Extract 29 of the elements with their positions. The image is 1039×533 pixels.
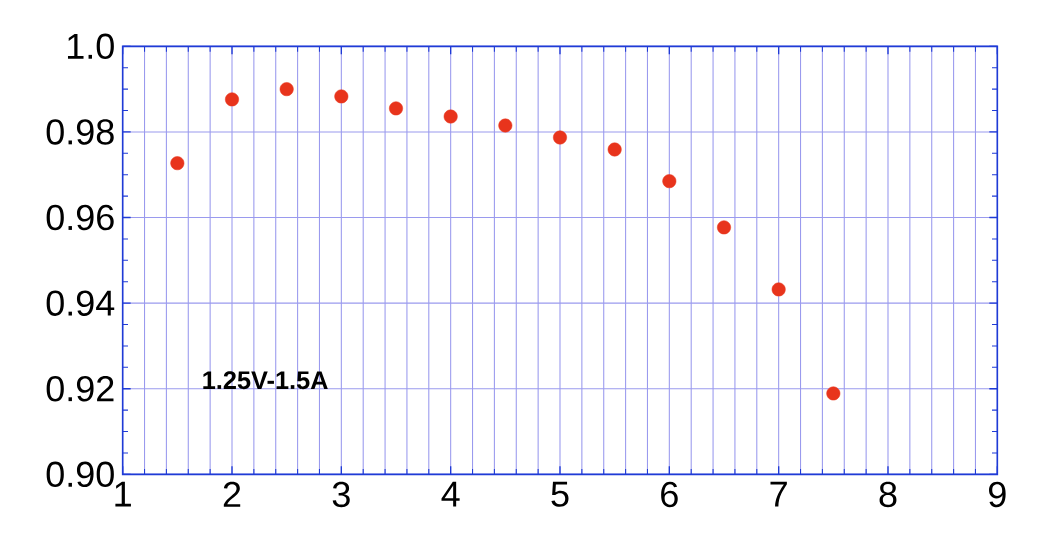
point: [498, 118, 513, 133]
x-tick-label: 4: [441, 481, 460, 507]
x-tick-label: 3: [332, 481, 350, 508]
x-tick-label: 8: [879, 481, 897, 508]
y-tick-label: 0.90: [46, 461, 114, 488]
point: [717, 220, 731, 235]
x-tick-label: 7: [770, 481, 787, 507]
point: [553, 130, 567, 145]
point: [771, 282, 786, 297]
point: [334, 89, 349, 104]
x-tick-label: 6: [661, 481, 678, 508]
y-tick-label: 0.94: [46, 290, 115, 316]
point: [170, 156, 185, 171]
x-tick-label: 2: [223, 481, 241, 507]
annotation: 1.25V-1.5A: [203, 371, 328, 390]
y-tick-label: 0.92: [46, 375, 114, 402]
y-tick-label: 1.0: [67, 33, 114, 60]
point: [443, 109, 458, 124]
point: [826, 386, 841, 401]
point: [662, 174, 677, 189]
point: [389, 101, 403, 116]
y-tick-label: 0.98: [46, 119, 114, 145]
point: [607, 142, 622, 157]
y-tick-label: 0.96: [46, 204, 114, 231]
x-tick-label: 5: [551, 481, 569, 507]
point: [279, 82, 294, 97]
x-tick-label: 9: [989, 481, 1006, 508]
x-tick-label: 1: [115, 481, 131, 507]
point: [225, 92, 239, 107]
